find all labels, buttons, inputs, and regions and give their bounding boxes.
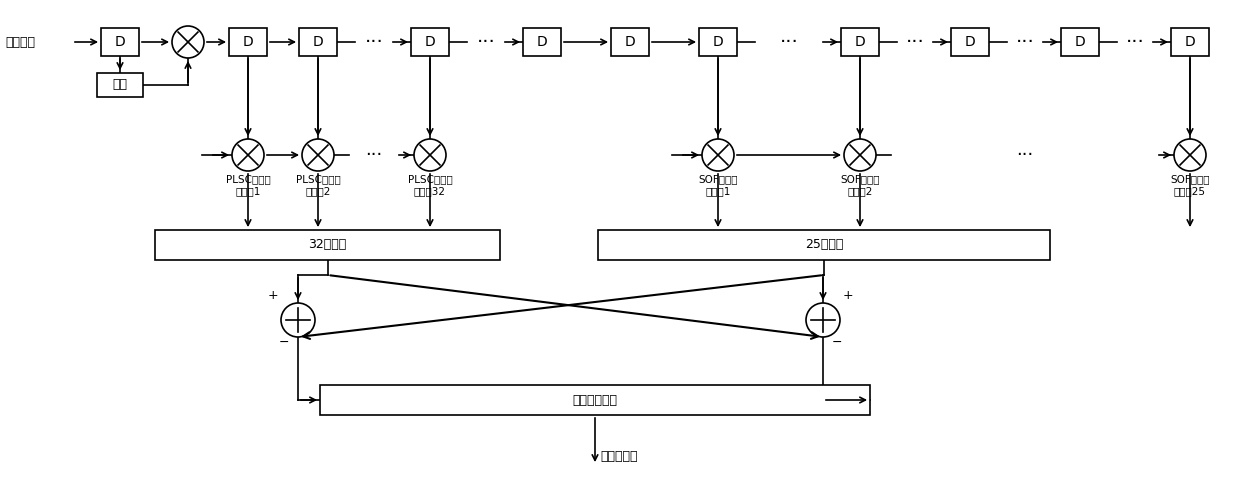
- Text: ···: ···: [364, 33, 383, 52]
- Bar: [299, 28, 337, 56]
- Bar: [411, 28, 449, 56]
- Text: PLSC差分共
轭系数2: PLSC差分共 轭系数2: [296, 174, 341, 196]
- Bar: [1061, 28, 1099, 56]
- Circle shape: [414, 139, 446, 171]
- Text: ···: ···: [477, 33, 496, 52]
- Circle shape: [844, 139, 876, 171]
- Bar: [523, 28, 561, 56]
- Text: +: +: [268, 289, 278, 302]
- Text: D: D: [1074, 35, 1085, 49]
- Circle shape: [1175, 139, 1206, 171]
- Text: D: D: [624, 35, 636, 49]
- Text: D: D: [855, 35, 865, 49]
- Circle shape: [172, 26, 204, 58]
- Bar: [841, 28, 878, 56]
- Text: ···: ···: [366, 146, 383, 164]
- Bar: [598, 230, 1049, 260]
- Text: ···: ···: [906, 33, 924, 52]
- Text: SOF差分共
轭系数1: SOF差分共 轭系数1: [699, 174, 737, 196]
- Bar: [102, 28, 139, 56]
- Bar: [155, 230, 501, 260]
- Text: D: D: [536, 35, 548, 49]
- Text: 输入符号: 输入符号: [5, 36, 35, 49]
- Text: D: D: [243, 35, 253, 49]
- Text: SOF差分共
轭系数2: SOF差分共 轭系数2: [840, 174, 880, 196]
- Bar: [952, 28, 989, 56]
- Bar: [1171, 28, 1209, 56]
- Text: 相关判决值: 相关判决值: [600, 450, 638, 463]
- Text: ···: ···: [779, 33, 798, 52]
- Circle shape: [232, 139, 264, 171]
- Text: PLSC差分共
轭系朅32: PLSC差分共 轭系朅32: [408, 174, 452, 196]
- Text: D: D: [425, 35, 435, 49]
- Text: 25项求和: 25项求和: [805, 239, 844, 251]
- Text: D: D: [965, 35, 975, 49]
- Text: 32项求和: 32项求和: [309, 239, 347, 251]
- Text: D: D: [1184, 35, 1196, 49]
- Bar: [229, 28, 266, 56]
- Text: −: −: [831, 336, 843, 349]
- Bar: [699, 28, 737, 56]
- Bar: [611, 28, 649, 56]
- Text: 求最大绝对值: 求最大绝对值: [572, 393, 617, 407]
- Text: ···: ···: [1016, 33, 1035, 52]
- Text: PLSC差分共
轭系数1: PLSC差分共 轭系数1: [225, 174, 270, 196]
- Text: ···: ···: [1016, 146, 1033, 164]
- Bar: [97, 73, 142, 97]
- Circle shape: [281, 303, 315, 337]
- Circle shape: [807, 303, 840, 337]
- Text: D: D: [312, 35, 323, 49]
- Text: D: D: [115, 35, 125, 49]
- Bar: [320, 385, 870, 415]
- Circle shape: [703, 139, 733, 171]
- Text: +: +: [843, 289, 854, 302]
- Text: SOF差分共
轭系朅25: SOF差分共 轭系朅25: [1171, 174, 1209, 196]
- Text: 共轭: 共轭: [113, 78, 128, 91]
- Text: ···: ···: [1125, 33, 1145, 52]
- Text: D: D: [712, 35, 724, 49]
- Text: −: −: [279, 336, 289, 349]
- Circle shape: [302, 139, 335, 171]
